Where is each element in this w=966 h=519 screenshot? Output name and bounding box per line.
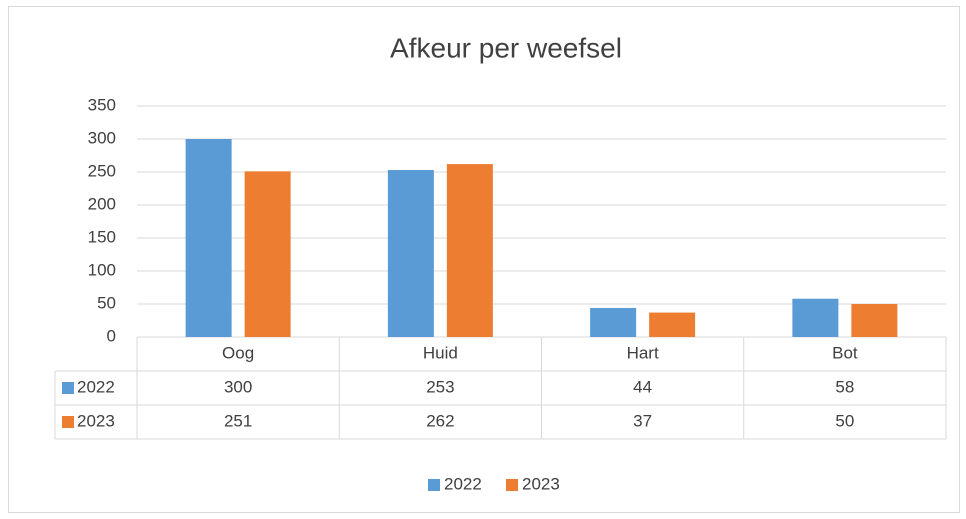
table-series-name: 2023 [77,411,115,430]
x-tick-label: Bot [832,343,858,362]
legend-label: 2022 [444,474,482,493]
table-value: 251 [224,411,252,430]
bar [649,312,696,337]
table-legend-key [62,382,74,394]
legend-key [506,479,518,491]
y-tick-label: 300 [88,128,116,147]
table-series-name: 2022 [77,377,115,396]
table-value: 50 [835,411,854,430]
table-value: 37 [633,411,652,430]
y-tick-label: 150 [88,227,116,246]
table-value: 253 [426,377,454,396]
legend-key [428,479,440,491]
y-tick-label: 250 [88,161,116,180]
y-tick-label: 0 [107,326,116,345]
bar [446,164,493,337]
table-value: 262 [426,411,454,430]
bar [185,139,232,337]
bar [851,304,898,337]
y-tick-label: 200 [88,194,116,213]
y-tick-label: 100 [88,260,116,279]
bar [792,298,839,337]
bar [387,170,434,337]
bar [590,307,637,337]
bar [244,171,291,337]
legend-label: 2023 [522,474,560,493]
y-tick-label: 350 [88,95,116,114]
x-tick-label: Huid [423,343,458,362]
x-tick-label: Hart [627,343,659,362]
chart-title: Afkeur per weefsel [390,32,622,63]
table-legend-key [62,416,74,428]
table-value: 58 [835,377,854,396]
table-value: 44 [633,377,652,396]
table-value: 300 [224,377,252,396]
x-tick-label: Oog [222,343,254,362]
y-tick-label: 50 [97,293,116,312]
